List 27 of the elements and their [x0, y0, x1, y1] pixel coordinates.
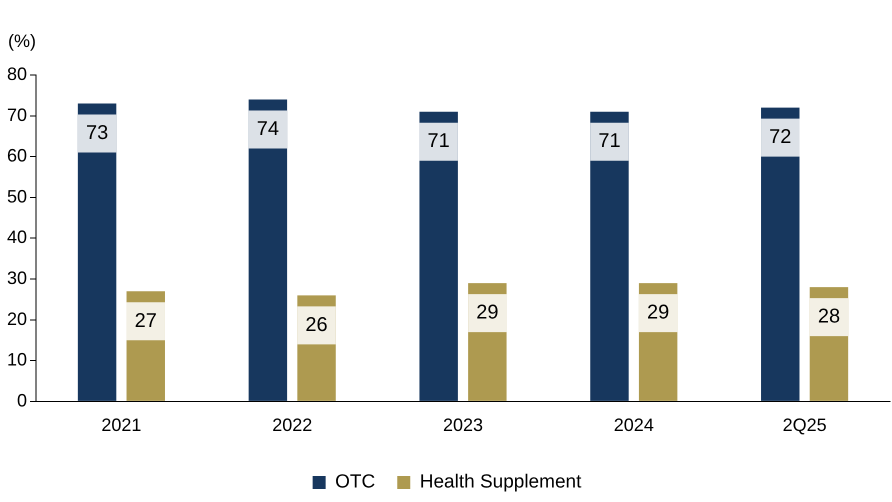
data-label: 29	[647, 302, 670, 324]
x-tick-label: 2021	[101, 415, 142, 436]
data-label: 27	[134, 310, 157, 332]
x-tick-label: 2Q25	[782, 415, 827, 436]
x-tick-label: 2022	[272, 415, 312, 436]
data-label: 71	[598, 130, 621, 152]
y-tick-label: 0	[17, 390, 28, 410]
data-label: 28	[818, 306, 840, 328]
legend-label: Health Supplement	[420, 472, 582, 493]
y-tick-label: 30	[6, 268, 28, 288]
y-tick-label: 50	[6, 186, 28, 206]
data-label: 26	[305, 314, 328, 336]
y-tick-label: 80	[6, 64, 28, 84]
data-label: 73	[86, 122, 108, 144]
x-tick-label: 2024	[614, 415, 654, 436]
data-label: 72	[769, 126, 792, 148]
y-tick-label: 70	[6, 104, 28, 125]
y-axis-title: (%)	[8, 30, 36, 51]
x-tick-label: 2023	[442, 415, 484, 436]
y-tick-label: 40	[6, 227, 28, 248]
data-label: 29	[476, 302, 498, 324]
legend-label: OTC	[335, 472, 376, 493]
y-tick-label: 10	[6, 350, 28, 370]
data-label: 71	[428, 130, 450, 152]
y-tick-label: 20	[6, 308, 28, 329]
y-tick-label: 60	[6, 146, 28, 166]
data-label: 74	[256, 118, 279, 140]
